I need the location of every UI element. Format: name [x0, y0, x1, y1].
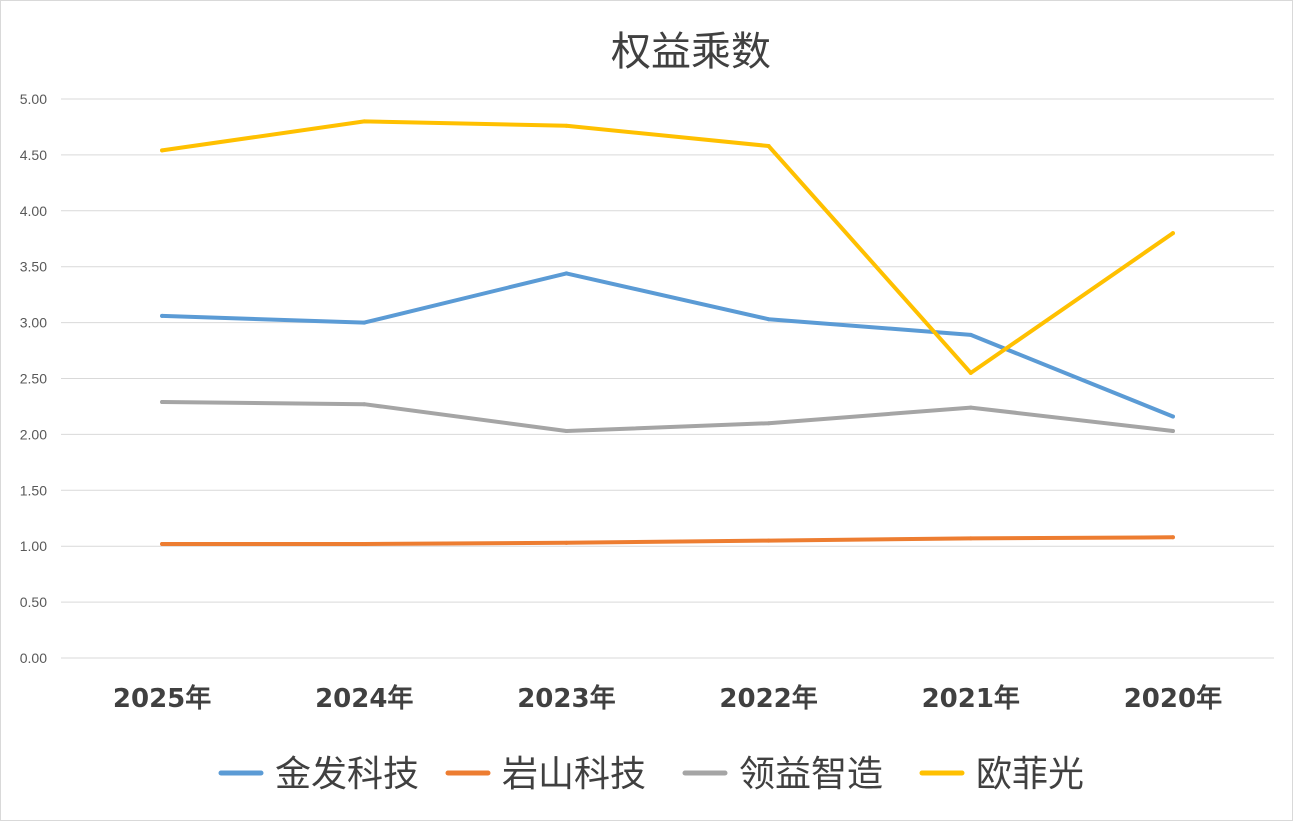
series-line-1: [160, 535, 1175, 546]
data-point: [160, 541, 165, 546]
data-point: [968, 536, 973, 541]
legend-label: 岩山科技: [502, 754, 646, 795]
legend-label: 金发科技: [275, 754, 419, 795]
legend-label: 欧菲光: [976, 754, 1084, 795]
data-point: [160, 399, 165, 404]
x-axis-ticks: 2025年 2024年 2023年 2022年 2021年 2020年: [113, 683, 1222, 714]
gridlines: [61, 98, 1274, 659]
y-tick-label: 2.00: [20, 426, 47, 442]
y-tick-label: 3.50: [20, 259, 47, 275]
data-point: [564, 429, 569, 434]
data-point: [362, 119, 367, 124]
data-point: [968, 332, 973, 337]
y-tick-label: 1.00: [20, 538, 47, 554]
data-point: [766, 538, 771, 543]
y-tick-label: 2.50: [20, 371, 47, 387]
series-line-0: [160, 271, 1175, 419]
data-point: [1170, 535, 1175, 540]
x-tick-label: 2020年: [1124, 683, 1222, 714]
y-tick-label: 5.00: [20, 91, 47, 107]
y-tick-label: 3.00: [20, 315, 47, 331]
data-point: [1170, 231, 1175, 236]
data-point: [160, 148, 165, 153]
legend-item: 岩山科技: [445, 754, 646, 795]
data-point: [766, 317, 771, 322]
x-tick-label: 2021年: [922, 683, 1020, 714]
legend-item: 欧菲光: [919, 754, 1084, 795]
y-axis-ticks: 0.00 0.50 1.00 1.50 2.00 2.50 3.00 3.50 4.00 4.50…: [20, 91, 47, 666]
legend: 金发科技 岩山科技 领益智造 欧菲光: [218, 754, 1084, 795]
x-tick-label: 2023年: [517, 683, 615, 714]
y-tick-label: 1.50: [20, 482, 47, 498]
series-line-3: [160, 119, 1175, 375]
y-tick-label: 4.50: [20, 147, 47, 163]
data-point: [362, 541, 367, 546]
legend-item: 金发科技: [218, 754, 419, 795]
data-point: [362, 320, 367, 325]
x-tick-label: 2022年: [719, 683, 817, 714]
data-point: [1170, 429, 1175, 434]
y-tick-label: 0.00: [20, 650, 47, 666]
chart-title: 权益乘数: [611, 29, 771, 75]
data-point: [766, 143, 771, 148]
data-point: [968, 405, 973, 410]
data-point: [564, 540, 569, 545]
data-point: [968, 370, 973, 375]
y-tick-label: 4.00: [20, 203, 47, 219]
data-point: [1170, 414, 1175, 419]
series-lines: [160, 119, 1175, 546]
x-tick-label: 2025年: [113, 683, 211, 714]
data-point: [564, 271, 569, 276]
legend-label: 领益智造: [739, 754, 883, 795]
x-tick-label: 2024年: [315, 683, 413, 714]
y-tick-label: 0.50: [20, 594, 47, 610]
series-line-2: [160, 400, 1175, 433]
data-point: [766, 421, 771, 426]
data-point: [564, 123, 569, 128]
data-point: [362, 402, 367, 407]
legend-item: 领益智造: [682, 754, 883, 795]
data-point: [160, 313, 165, 318]
